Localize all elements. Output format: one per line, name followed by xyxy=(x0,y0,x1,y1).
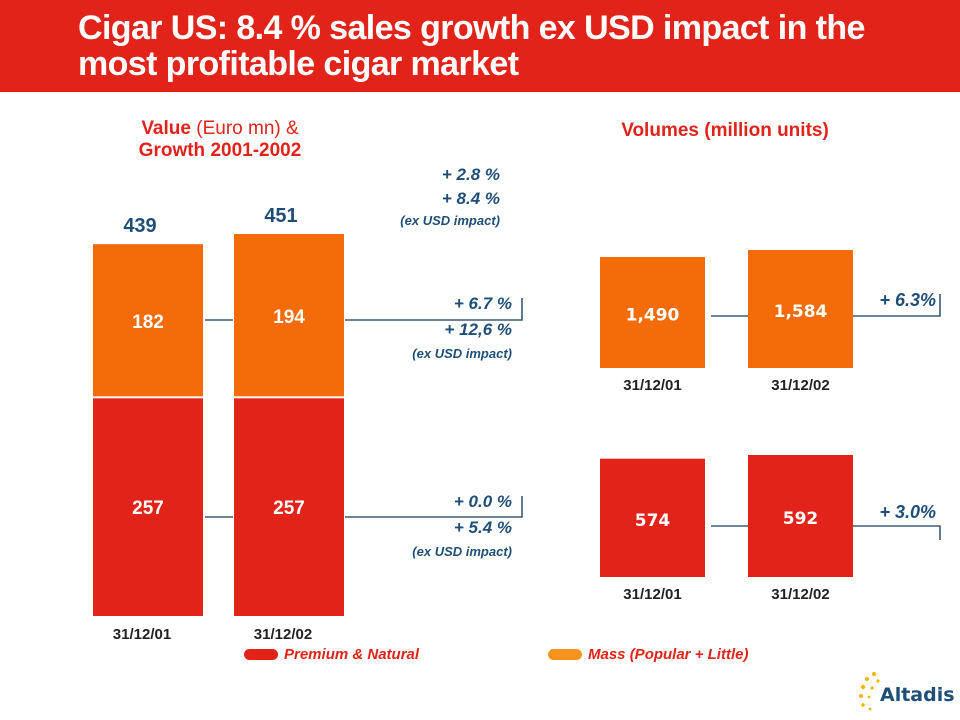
growth-total-line1: + 2.8 % xyxy=(441,165,500,184)
connector-lines xyxy=(205,294,941,540)
volume-mass-category-0: 31/12/01 xyxy=(623,377,681,394)
volume-mass-value-1: 1,584 xyxy=(774,302,828,322)
legend-mass: Mass (Popular + Little) xyxy=(548,646,748,663)
value-title-bold: Value xyxy=(141,118,191,139)
volume-title-bold: Volumes xyxy=(621,120,699,141)
growth-premium-line1: + 0.0 % xyxy=(453,492,512,511)
volume-section-title: Volumes (million units) xyxy=(580,120,870,142)
volume-mass-bar-1 xyxy=(748,250,853,368)
legend-swatch-premium xyxy=(244,649,278,660)
label-total-1: 451 xyxy=(264,205,297,227)
growth-total-line3: (ex USD impact) xyxy=(400,213,500,228)
bar-premium-1 xyxy=(234,398,344,616)
label-total-0: 439 xyxy=(123,215,156,237)
value-section-title: Value (Euro mn) & Growth 2001-2002 xyxy=(110,118,330,162)
label-mass-0: 182 xyxy=(132,312,164,333)
volume-premium-category-1: 31/12/02 xyxy=(771,586,829,603)
volume-mass-category-1: 31/12/02 xyxy=(771,377,829,394)
growth-mass-line2: + 12,6 % xyxy=(444,320,512,339)
header-bar: Cigar US: 8.4 % sales growth ex USD impa… xyxy=(0,0,960,92)
growth-total-line2: + 8.4 % xyxy=(441,189,500,208)
volume-premium-chart: 574 31/12/01 592 31/12/02 xyxy=(600,455,853,603)
volume-growth-premium: + 3.0% xyxy=(879,502,936,522)
volume-premium-value-0: 574 xyxy=(635,511,671,531)
altadis-logo: Altadis xyxy=(858,668,955,716)
category-label-1: 31/12/02 xyxy=(254,626,312,643)
growth-mass-line3: (ex USD impact) xyxy=(412,346,512,361)
page-title: Cigar US: 8.4 % sales growth ex USD impa… xyxy=(78,9,865,83)
legend-premium: Premium & Natural xyxy=(244,646,419,663)
growth-premium-line2: + 5.4 % xyxy=(453,518,512,537)
volume-premium-category-0: 31/12/01 xyxy=(623,586,681,603)
volume-premium-bar-0 xyxy=(600,458,705,577)
category-label-0: 31/12/01 xyxy=(113,626,171,643)
legend-label-mass: Mass (Popular + Little) xyxy=(588,646,749,663)
label-mass-1: 194 xyxy=(273,307,305,328)
value-chart: 257 182 439 31/12/01 257 194 451 31/12/02 xyxy=(93,205,344,643)
volume-mass-chart: 1,490 31/12/01 1,584 31/12/02 xyxy=(600,250,853,394)
value-title-rest: (Euro mn) & xyxy=(190,118,299,139)
legend-swatch-mass xyxy=(548,649,582,660)
volume-mass-bar-0 xyxy=(600,257,705,368)
growth-mass-line1: + 6.7 % xyxy=(453,294,512,313)
value-title-line2: Growth 2001-2002 xyxy=(138,140,302,161)
volume-premium-value-1: 592 xyxy=(783,509,819,529)
volume-title-rest: (million units) xyxy=(698,120,829,141)
legend-label-premium: Premium & Natural xyxy=(284,646,420,663)
bar-premium-0 xyxy=(93,398,203,616)
volume-premium-bar-1 xyxy=(748,455,853,577)
bar-mass-0 xyxy=(93,244,203,397)
star-cluster-icon xyxy=(859,672,880,711)
growth-premium-line3: (ex USD impact) xyxy=(412,544,512,559)
volume-growth-mass: + 6.3% xyxy=(879,290,936,310)
label-premium-0: 257 xyxy=(132,498,164,519)
volume-mass-value-0: 1,490 xyxy=(626,306,680,326)
label-premium-1: 257 xyxy=(273,498,305,519)
bar-mass-1 xyxy=(234,234,344,397)
logo-text: Altadis xyxy=(880,684,955,706)
